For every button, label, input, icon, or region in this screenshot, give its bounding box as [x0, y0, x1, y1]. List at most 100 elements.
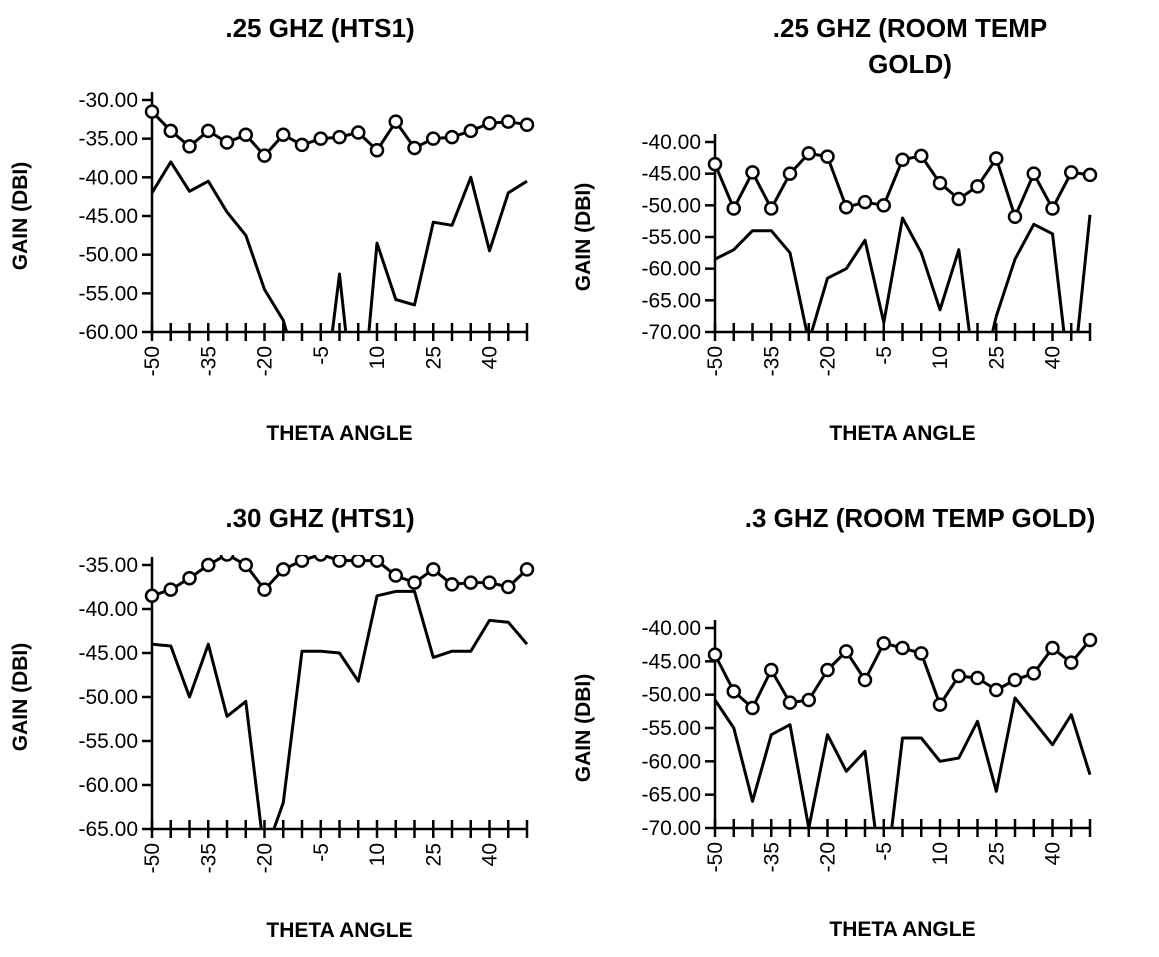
- data-point-marker: [726, 201, 741, 216]
- y-tick-label: -65.00: [641, 289, 701, 312]
- data-point-marker: [1045, 640, 1060, 656]
- chart-panel-hts1-030: .30 GHZ (HTS1) -35.00 -40.00 -45.00 -50.00-…: [0, 490, 560, 957]
- data-point-marker: [820, 149, 835, 164]
- data-point-marker: [932, 697, 948, 712]
- data-point-marker: [144, 104, 160, 119]
- data-point-marker: [257, 582, 272, 597]
- y-tick-label: -45.00: [641, 163, 701, 186]
- y-tick-label: -60.00: [641, 750, 701, 773]
- data-point-marker: [294, 555, 310, 568]
- x-axis-title: THETA ANGLE: [266, 919, 412, 942]
- y-tick-label: -65.00: [78, 818, 138, 841]
- data-point-marker: [276, 562, 291, 577]
- data-point-marker: [1045, 201, 1060, 216]
- x-tick-label: -5: [310, 346, 333, 365]
- y-tick-label: -45.00: [641, 650, 701, 673]
- x-tick-label: 25: [422, 346, 445, 369]
- chart-plot: -40.00 -45.00 -50.00 -55.00 -60.00 -65.00 -70.…: [572, 131, 1098, 445]
- x-tick-label: -50: [704, 842, 727, 872]
- y-tick-label: -45.00: [78, 205, 138, 228]
- data-point-marker: [163, 123, 178, 139]
- data-point-marker: [501, 579, 516, 595]
- data-point-marker: [1064, 165, 1079, 180]
- chart-panel-hts1-025: .25 GHZ (HTS1) -30.00 -35.00 -40.00 -45.00-…: [0, 0, 560, 460]
- data-point-marker: [257, 148, 272, 163]
- data-point-marker: [482, 575, 497, 590]
- y-tick-label: -60.00: [78, 321, 138, 344]
- data-point-marker: [1082, 632, 1098, 648]
- data-point-marker: [914, 148, 929, 164]
- y-tick-label: -30.00: [78, 89, 138, 112]
- data-point-marker: [219, 555, 235, 562]
- data-point-marker: [201, 557, 216, 573]
- chart-title: .30 GHZ (HTS1): [225, 503, 415, 533]
- data-point-marker: [782, 695, 798, 710]
- data-point-marker: [839, 199, 854, 215]
- x-tick-label: 10: [366, 843, 389, 866]
- y-tick-label: -35.00: [78, 554, 138, 577]
- data-point-marker: [1007, 672, 1023, 688]
- data-point-marker: [857, 194, 873, 210]
- data-point-marker: [482, 115, 497, 131]
- y-tick-label: -50.00: [78, 244, 138, 267]
- data-point-marker: [182, 139, 197, 154]
- data-point-marker: [1026, 666, 1041, 681]
- data-point-marker: [1082, 167, 1098, 183]
- data-point-marker: [970, 670, 985, 686]
- y-tick-label: -50.00: [78, 686, 138, 709]
- y-tick-label: -40.00: [78, 598, 138, 621]
- x-tick-label: 40: [479, 346, 502, 369]
- data-point-marker: [745, 165, 760, 180]
- chart-title: .25 GHZ (ROOM TEMP GOLD): [772, 13, 1048, 79]
- chart-title: .3 GHZ (ROOM TEMP GOLD): [744, 503, 1096, 533]
- data-point-marker: [764, 201, 779, 216]
- data-point-marker: [238, 127, 253, 143]
- data-point-marker: [219, 135, 235, 150]
- x-tick-label: -5: [873, 346, 896, 365]
- x-tick-label: -50: [704, 346, 727, 376]
- data-point-marker: [351, 125, 366, 140]
- data-point-marker: [182, 570, 197, 586]
- series-line-plain: [714, 214, 1092, 332]
- data-point-marker: [519, 117, 535, 132]
- data-point-marker: [801, 692, 816, 708]
- y-tick-label: -55.00: [78, 282, 138, 305]
- y-tick-label: -55.00: [78, 730, 138, 753]
- data-point-marker: [951, 668, 966, 684]
- x-axis-title: THETA ANGLE: [829, 918, 975, 941]
- x-axis-title: THETA ANGLE: [266, 422, 412, 445]
- data-point-marker: [1007, 209, 1023, 224]
- y-tick-label: -70.00: [641, 321, 701, 344]
- y-axis-title: GAIN (DBI): [9, 643, 32, 752]
- x-tick-label: 10: [929, 346, 952, 369]
- chart-plot: -35.00 -40.00 -45.00 -50.00 -55.00 -60.00 -65.…: [9, 554, 535, 942]
- y-tick-label: -40.00: [641, 617, 701, 640]
- x-tick-label: 10: [929, 842, 952, 865]
- y-tick-label: -55.00: [641, 226, 701, 249]
- x-tick-label: 40: [1042, 842, 1065, 865]
- y-tick-label: -55.00: [641, 717, 701, 740]
- chart-title: .25 GHZ (HTS1): [225, 13, 415, 43]
- data-point-marker: [444, 577, 460, 592]
- x-tick-label: -50: [141, 843, 164, 873]
- y-axis-title: GAIN (DBI): [572, 674, 595, 783]
- y-tick-label: -50.00: [641, 684, 701, 707]
- series-group: [707, 146, 1098, 332]
- y-tick-label: -40.00: [78, 166, 138, 189]
- data-point-marker: [782, 166, 798, 181]
- data-point-marker: [745, 700, 760, 716]
- data-point-marker: [1026, 166, 1041, 181]
- x-tick-label: -35: [760, 842, 783, 872]
- data-point-marker: [707, 647, 723, 662]
- x-tick-label: 40: [1042, 346, 1065, 369]
- data-point-marker: [519, 562, 535, 577]
- x-tick-label: -35: [760, 346, 783, 376]
- x-tick-label: -20: [254, 346, 277, 376]
- data-point-marker: [201, 123, 216, 139]
- y-tick-label: -60.00: [78, 774, 138, 797]
- series-group: [144, 555, 535, 829]
- data-point-marker: [463, 123, 478, 139]
- data-point-marker: [276, 127, 291, 143]
- series-group: [144, 104, 535, 332]
- x-tick-label: 25: [985, 842, 1008, 865]
